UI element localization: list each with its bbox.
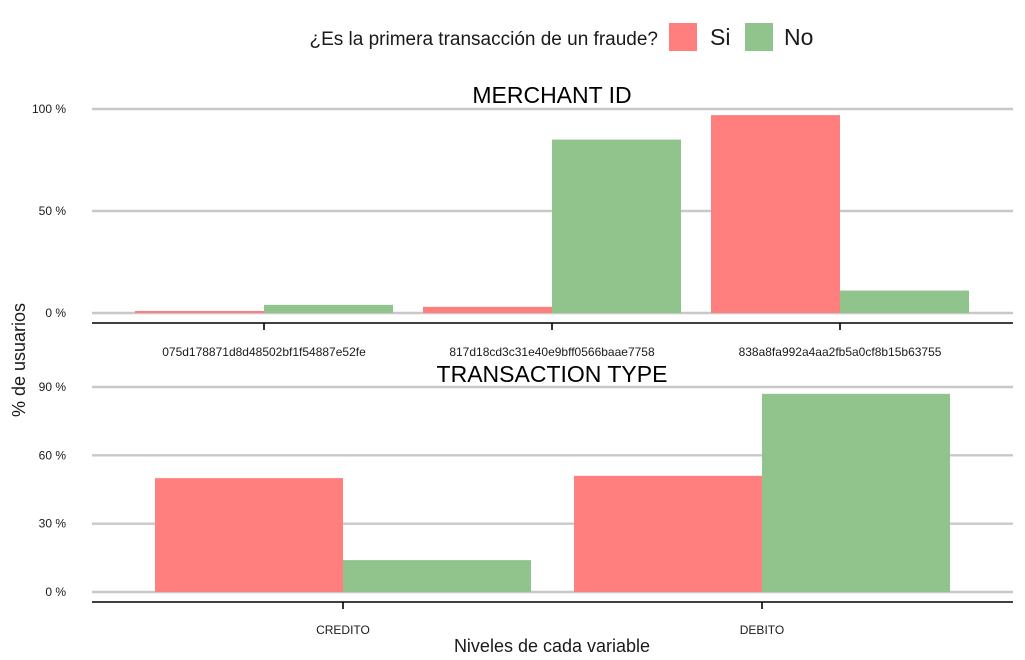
bar-no-0: [343, 560, 531, 592]
bars: [135, 115, 969, 314]
x-tick-labels: CREDITO DEBITO: [316, 623, 784, 637]
bar-si-1: [574, 475, 762, 592]
bars: [155, 393, 950, 592]
y-tick-label: 100 %: [32, 102, 66, 116]
x-ticks: [342, 602, 763, 609]
legend-swatch-no: [745, 23, 773, 51]
legend-label-no: No: [784, 24, 813, 50]
x-tick-label: 817d18cd3c31e40e9bff0566baae7758: [449, 345, 655, 359]
bar-no-1: [762, 393, 950, 592]
bar-si-0: [155, 478, 343, 592]
panel-title-transaction-type: TRANSACTION TYPE: [437, 361, 668, 387]
x-tick-label: CREDITO: [316, 623, 370, 637]
y-tick-label: 60 %: [39, 448, 67, 462]
legend: ¿Es la primera transacción de un fraude?…: [309, 23, 813, 51]
y-tick-label: 0 %: [45, 585, 66, 599]
bar-no-2: [840, 290, 969, 313]
legend-title: ¿Es la primera transacción de un fraude?: [309, 29, 658, 50]
y-tick-labels: 0 % 30 % 60 % 90 %: [39, 380, 67, 599]
y-tick-label: 0 %: [45, 306, 66, 320]
x-ticks: [263, 323, 841, 330]
y-tick-label: 90 %: [39, 380, 67, 394]
y-tick-labels: 0 % 50 % 100 %: [32, 102, 66, 320]
x-tick-label: 838a8fa992a4aa2fb5a0cf8b15b63755: [739, 345, 942, 359]
bar-si-1: [423, 306, 552, 313]
bar-si-0: [135, 310, 264, 313]
panel-transaction-type: TRANSACTION TYPE 0 % 30 % 60 % 90 % CREDITO…: [39, 361, 1013, 637]
x-tick-label: 075d178871d8d48502bf1f54887e52fe: [162, 345, 366, 359]
legend-label-si: Si: [710, 24, 730, 50]
bar-si-2: [711, 115, 840, 314]
y-tick-label: 30 %: [39, 517, 67, 531]
panel-title-merchant-id: MERCHANT ID: [472, 82, 631, 108]
panel-merchant-id: MERCHANT ID 0 % 50 % 100 % 075d178871d8d48…: [32, 82, 1013, 359]
x-tick-labels: 075d178871d8d48502bf1f54887e52fe 817d18cd…: [162, 345, 942, 359]
y-axis-title: % de usuarios: [9, 303, 29, 417]
bar-no-0: [264, 304, 393, 313]
legend-swatch-si: [669, 23, 697, 51]
bar-no-1: [552, 139, 681, 313]
x-tick-label: DEBITO: [740, 623, 784, 637]
x-axis-title: Niveles de cada variable: [454, 636, 650, 656]
y-tick-label: 50 %: [39, 204, 67, 218]
